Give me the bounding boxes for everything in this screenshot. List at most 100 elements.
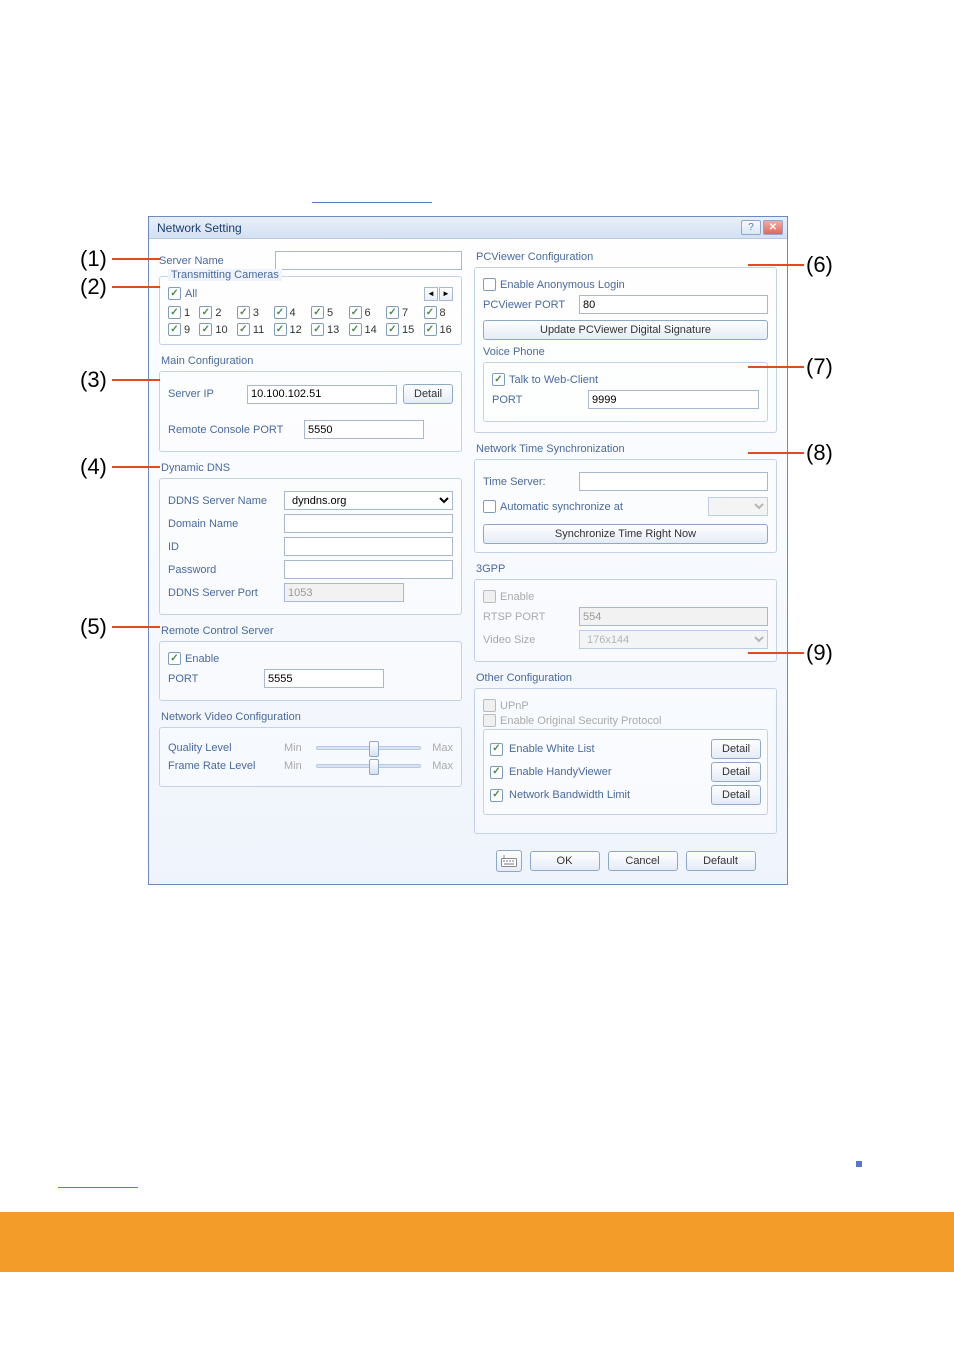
camera-7-checkbox[interactable] xyxy=(386,306,399,319)
default-button[interactable]: Default xyxy=(686,851,756,871)
update-signature-button[interactable]: Update PCViewer Digital Signature xyxy=(483,320,768,340)
camera-item-1[interactable]: 1 xyxy=(168,306,191,319)
camera-9-checkbox[interactable] xyxy=(168,323,181,336)
video-size-label: Video Size xyxy=(483,634,573,646)
anon-login-label: Enable Anonymous Login xyxy=(500,279,625,291)
camera-item-11[interactable]: 11 xyxy=(237,323,266,336)
ddns-server-name-select[interactable]: dyndns.org xyxy=(284,491,453,510)
camera-item-13[interactable]: 13 xyxy=(311,323,341,336)
ddns-password-input[interactable] xyxy=(284,560,453,579)
server-ip-detail-button[interactable]: Detail xyxy=(403,384,453,404)
quality-slider-track[interactable] xyxy=(316,746,421,750)
camera-12-label: 12 xyxy=(290,324,302,336)
auto-sync-time-select xyxy=(708,497,768,516)
pcviewer-port-input[interactable] xyxy=(579,295,768,314)
camera-11-checkbox[interactable] xyxy=(237,323,250,336)
camera-item-8[interactable]: 8 xyxy=(424,306,454,319)
camera-item-9[interactable]: 9 xyxy=(168,323,191,336)
handy-viewer-checkbox[interactable] xyxy=(490,766,503,779)
pcviewer-port-label: PCViewer PORT xyxy=(483,299,573,311)
voice-port-input[interactable] xyxy=(588,390,759,409)
handy-viewer-detail-button[interactable]: Detail xyxy=(711,762,761,782)
annotation-4: (4) xyxy=(80,454,107,480)
camera-15-label: 15 xyxy=(402,324,414,336)
ok-button[interactable]: OK xyxy=(530,851,600,871)
camera-3-checkbox[interactable] xyxy=(237,306,250,319)
orig-sec-label: Enable Original Security Protocol xyxy=(500,715,661,727)
all-cameras-checkbox[interactable] xyxy=(168,287,181,300)
camera-item-6[interactable]: 6 xyxy=(349,306,379,319)
camera-item-16[interactable]: 16 xyxy=(424,323,454,336)
help-button[interactable]: ? xyxy=(741,220,761,235)
annotation-5: (5) xyxy=(80,614,107,640)
camera-5-checkbox[interactable] xyxy=(311,306,324,319)
auto-sync-label: Automatic synchronize at xyxy=(500,501,704,513)
time-server-input[interactable] xyxy=(579,472,768,491)
camera-item-10[interactable]: 10 xyxy=(199,323,228,336)
rcs-port-input[interactable] xyxy=(264,669,384,688)
pcviewer-title: PCViewer Configuration xyxy=(476,251,777,263)
camera-8-checkbox[interactable] xyxy=(424,306,437,319)
network-setting-dialog: Network Setting ? ✕ Server Name Transmit… xyxy=(148,216,788,885)
frame-rate-label: Frame Rate Level xyxy=(168,760,278,772)
anon-login-checkbox[interactable] xyxy=(483,278,496,291)
camera-item-7[interactable]: 7 xyxy=(386,306,416,319)
server-ip-input[interactable] xyxy=(247,385,397,404)
camera-14-checkbox[interactable] xyxy=(349,323,362,336)
quality-slider-thumb[interactable] xyxy=(369,741,379,757)
gpp-enable-checkbox xyxy=(483,590,496,603)
camera-15-checkbox[interactable] xyxy=(386,323,399,336)
server-name-input[interactable] xyxy=(275,251,462,270)
nvc-title: Network Video Configuration xyxy=(161,711,462,723)
titlebar: Network Setting ? ✕ xyxy=(149,217,787,239)
cameras-next-arrow[interactable]: ► xyxy=(439,287,453,301)
camera-item-12[interactable]: 12 xyxy=(274,323,304,336)
rtsp-port-input xyxy=(579,607,768,626)
cameras-prev-arrow[interactable]: ◄ xyxy=(424,287,438,301)
transmitting-cameras-legend: Transmitting Cameras xyxy=(168,269,282,281)
ddns-server-port-label: DDNS Server Port xyxy=(168,587,278,599)
camera-16-checkbox[interactable] xyxy=(424,323,437,336)
camera-item-5[interactable]: 5 xyxy=(311,306,341,319)
annotation-8: (8) xyxy=(806,440,833,466)
camera-8-label: 8 xyxy=(440,307,446,319)
domain-name-label: Domain Name xyxy=(168,518,278,530)
rcs-enable-checkbox[interactable] xyxy=(168,652,181,665)
camera-16-label: 16 xyxy=(440,324,452,336)
camera-item-15[interactable]: 15 xyxy=(386,323,416,336)
keyboard-icon xyxy=(501,855,517,867)
rcs-port-label: PORT xyxy=(168,673,258,685)
remote-console-port-input[interactable] xyxy=(304,420,424,439)
frame-rate-slider-thumb[interactable] xyxy=(369,759,379,775)
camera-item-4[interactable]: 4 xyxy=(274,306,304,319)
camera-13-checkbox[interactable] xyxy=(311,323,324,336)
camera-2-checkbox[interactable] xyxy=(199,306,212,319)
frame-rate-slider-track[interactable] xyxy=(316,764,421,768)
auto-sync-checkbox[interactable] xyxy=(483,500,496,513)
camera-1-label: 1 xyxy=(184,307,190,319)
camera-12-checkbox[interactable] xyxy=(274,323,287,336)
camera-6-checkbox[interactable] xyxy=(349,306,362,319)
sync-now-button[interactable]: Synchronize Time Right Now xyxy=(483,524,768,544)
camera-item-3[interactable]: 3 xyxy=(237,306,266,319)
white-list-checkbox[interactable] xyxy=(490,743,503,756)
domain-name-input[interactable] xyxy=(284,514,453,533)
camera-1-checkbox[interactable] xyxy=(168,306,181,319)
camera-14-label: 14 xyxy=(365,324,377,336)
ddns-id-input[interactable] xyxy=(284,537,453,556)
keyboard-icon-button[interactable] xyxy=(496,850,522,872)
cancel-button[interactable]: Cancel xyxy=(608,851,678,871)
camera-10-checkbox[interactable] xyxy=(199,323,212,336)
talk-web-client-checkbox[interactable] xyxy=(492,373,505,386)
camera-item-2[interactable]: 2 xyxy=(199,306,228,319)
white-list-detail-button[interactable]: Detail xyxy=(711,739,761,759)
bandwidth-checkbox[interactable] xyxy=(490,789,503,802)
handy-viewer-label: Enable HandyViewer xyxy=(509,766,705,778)
close-button[interactable]: ✕ xyxy=(763,220,783,235)
quality-min-label: Min xyxy=(284,742,310,754)
camera-4-checkbox[interactable] xyxy=(274,306,287,319)
bandwidth-detail-button[interactable]: Detail xyxy=(711,785,761,805)
annotation-7: (7) xyxy=(806,354,833,380)
camera-item-14[interactable]: 14 xyxy=(349,323,379,336)
main-config-title: Main Configuration xyxy=(161,355,462,367)
